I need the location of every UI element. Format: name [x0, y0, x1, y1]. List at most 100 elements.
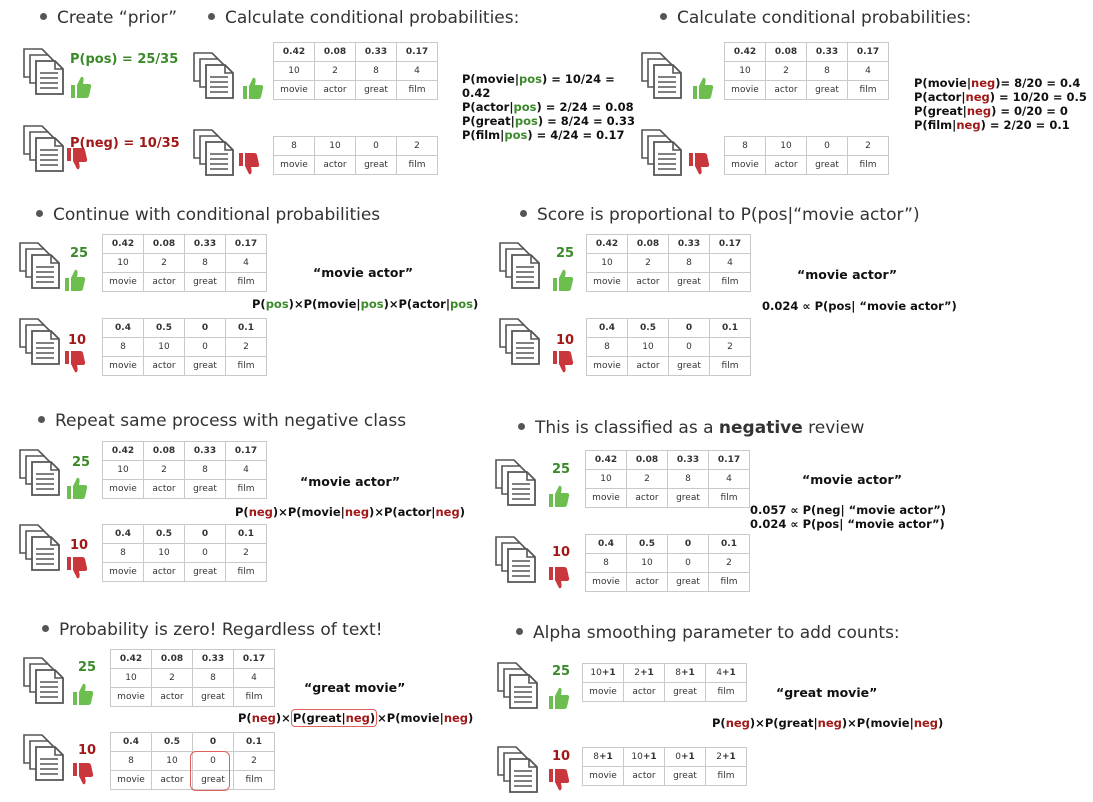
table-cell: 0.4 — [586, 318, 628, 338]
table-cell: 2+1 — [705, 747, 747, 767]
phrase-movie-actor: “movie actor” — [797, 267, 898, 282]
table-cell: movie — [110, 770, 152, 790]
document-stack-icon — [22, 123, 68, 173]
pos-count-table: 0.42 0.08 0.33 0.17 10 2 8 4 movie actor great fi… — [102, 441, 267, 499]
pos-count-table: 0.42 0.08 0.33 0.17 10 2 8 4 movie actor great fi… — [102, 234, 267, 292]
table-cell: 0.5 — [151, 732, 193, 752]
table-cell: 4 — [225, 460, 267, 480]
table-cell: 0.1 — [225, 318, 267, 338]
table-cell: 10 — [626, 553, 668, 573]
thumbs-up-icon — [64, 268, 86, 292]
table-cell: great — [806, 80, 848, 100]
table-cell: movie — [586, 356, 628, 376]
thumbs-down-icon — [688, 152, 710, 176]
table-cell: 2 — [765, 61, 807, 81]
table-cell: actor — [143, 356, 185, 376]
bullet-calc-neg: Calculate conditional probabilities: — [660, 8, 971, 28]
table-cell: 8 — [184, 253, 226, 273]
bullet-calc-pos: Calculate conditional probabilities: — [208, 8, 519, 28]
table-cell: 10 — [102, 460, 144, 480]
table-cell: actor — [143, 562, 185, 582]
table-cell: 0.08 — [765, 42, 807, 62]
neg-count-table: 0.4 0.5 0 0.1 8 10 0 2 movie actor great film — [586, 318, 751, 376]
formula-neg-great-movie: P(neg)× P(great|neg) ×P(movie|neg) — [238, 709, 474, 727]
table-cell: 0.1 — [708, 534, 750, 554]
table-cell: 8 — [355, 61, 397, 81]
smoothed-pos-count-table: 10+1 2+1 8+1 4+1 movie actor great film — [582, 663, 747, 702]
score-pos: 0.024 ∝ P(pos| “movie actor”) — [762, 299, 957, 313]
table-cell: film — [847, 155, 889, 175]
table-cell: film — [233, 687, 275, 707]
table-cell: 0.08 — [626, 450, 668, 470]
table-cell: movie — [724, 155, 766, 175]
table-cell: 0.33 — [184, 441, 226, 461]
table-cell: 8 — [102, 337, 144, 357]
table-cell: 2 — [708, 553, 750, 573]
table-cell: 8 — [273, 136, 315, 156]
document-stack-icon — [640, 127, 686, 177]
table-cell: great — [664, 766, 706, 786]
table-cell: 8 — [724, 136, 766, 156]
table-cell: 0.5 — [143, 524, 185, 544]
table-cell: great — [667, 572, 709, 592]
document-stack-icon — [18, 240, 64, 290]
thumbs-down-icon — [548, 768, 570, 792]
bullet-classified: This is classified as a negative review — [518, 418, 864, 438]
neg-doc-count: 10 — [78, 743, 97, 758]
table-cell: 0.33 — [184, 234, 226, 254]
table-cell: 0 — [667, 534, 709, 554]
table-cell: 2 — [225, 543, 267, 563]
table-cell: film — [708, 488, 750, 508]
table-cell: 10+1 — [582, 663, 624, 683]
table-cell: 4 — [396, 61, 438, 81]
table-cell: movie — [102, 272, 144, 292]
thumbs-down-icon — [238, 152, 260, 176]
table-cell: 4 — [708, 469, 750, 489]
table-cell: 0 — [667, 553, 709, 573]
pos-count-table: 0.42 0.08 0.33 0.17 10 2 8 4 movie actor great fi… — [724, 42, 889, 100]
thumbs-up-icon — [70, 75, 92, 99]
pos-doc-count: 25 — [552, 664, 571, 679]
table-cell: movie — [273, 155, 315, 175]
zero-term-highlight: P(great|neg) — [290, 709, 378, 727]
table-cell: 0.17 — [709, 234, 751, 254]
thumbs-up-icon — [242, 76, 264, 100]
table-cell: great — [192, 687, 234, 707]
table-cell: great — [668, 356, 710, 376]
table-cell: 0.1 — [233, 732, 275, 752]
table-cell: movie — [582, 766, 624, 786]
phrase-movie-actor: “movie actor” — [300, 474, 401, 489]
table-cell: actor — [626, 572, 668, 592]
pos-doc-count: 25 — [78, 660, 97, 675]
table-cell: film — [233, 770, 275, 790]
table-cell: 2 — [627, 253, 669, 273]
table-cell: 2 — [626, 469, 668, 489]
table-cell: 0.42 — [102, 441, 144, 461]
table-cell: actor — [143, 479, 185, 499]
table-cell: 2 — [314, 61, 356, 81]
neg-count-table: 8 10 0 2 movie actor great film — [273, 136, 438, 175]
table-cell: great — [667, 488, 709, 508]
table-cell: 0.4 — [585, 534, 627, 554]
table-cell: 0.42 — [585, 450, 627, 470]
thumbs-up-icon — [692, 76, 714, 100]
pos-count-table: 0.42 0.08 0.33 0.17 10 2 8 4 movie actor great fi… — [273, 42, 438, 100]
table-cell: movie — [110, 687, 152, 707]
table-cell: 0+1 — [664, 747, 706, 767]
thumbs-up-icon — [66, 476, 88, 500]
table-cell: film — [709, 272, 751, 292]
document-stack-icon — [496, 744, 542, 794]
table-cell: 10 — [143, 337, 185, 357]
thumbs-down-icon — [552, 350, 574, 374]
table-cell: 2 — [225, 337, 267, 357]
table-cell: great — [355, 155, 397, 175]
table-cell: actor — [151, 687, 193, 707]
document-stack-icon — [494, 457, 540, 507]
table-cell: 10+1 — [623, 747, 665, 767]
table-cell: 0.4 — [102, 524, 144, 544]
table-cell: film — [396, 155, 438, 175]
table-cell: 0.17 — [396, 42, 438, 62]
table-cell: film — [225, 562, 267, 582]
table-cell: 8 — [192, 668, 234, 688]
table-cell: 2 — [143, 460, 185, 480]
